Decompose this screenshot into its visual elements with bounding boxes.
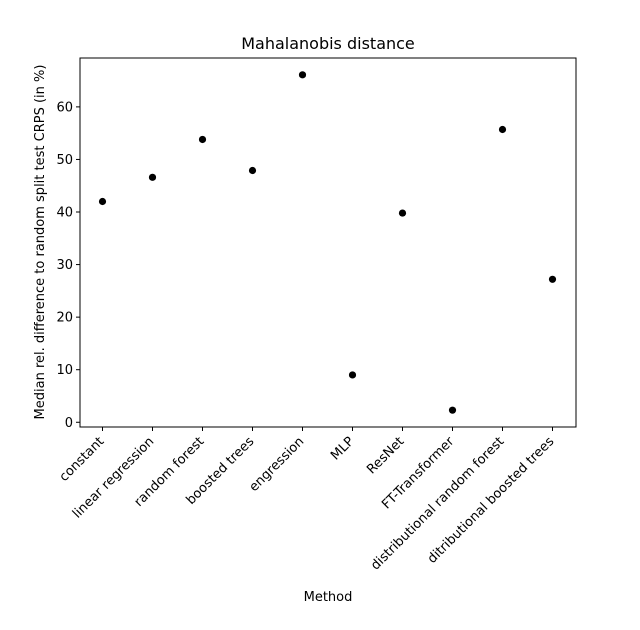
data-point: [498, 125, 507, 134]
data-point: [248, 166, 257, 175]
y-tick-label: 20: [56, 311, 73, 326]
y-tick-label: 0: [65, 416, 73, 431]
data-point: [98, 197, 107, 206]
data-point: [348, 371, 357, 379]
x-tick-label: ResNet: [364, 434, 407, 477]
y-tick-label: 30: [56, 258, 73, 273]
y-tick-label: 60: [56, 100, 73, 115]
data-points: [98, 71, 557, 414]
y-tick-label: 40: [56, 206, 73, 221]
y-tick-label: 10: [56, 363, 73, 378]
y-axis-label: Median rel. difference to random split t…: [33, 65, 48, 420]
data-point: [198, 135, 207, 144]
data-point: [448, 406, 457, 414]
chart-title: Mahalanobis distance: [241, 34, 415, 53]
x-tick-label: MLP: [328, 434, 357, 463]
y-ticks: 0 10 20 30 40 50 60: [56, 100, 80, 431]
x-tick-label: constant: [57, 434, 108, 485]
data-point: [548, 275, 557, 283]
data-point: [148, 173, 157, 181]
data-point: [298, 71, 307, 79]
plot-frame: [79, 57, 577, 428]
x-axis-label: Method: [304, 590, 353, 605]
y-tick-label: 50: [56, 153, 73, 168]
data-point: [398, 209, 407, 217]
